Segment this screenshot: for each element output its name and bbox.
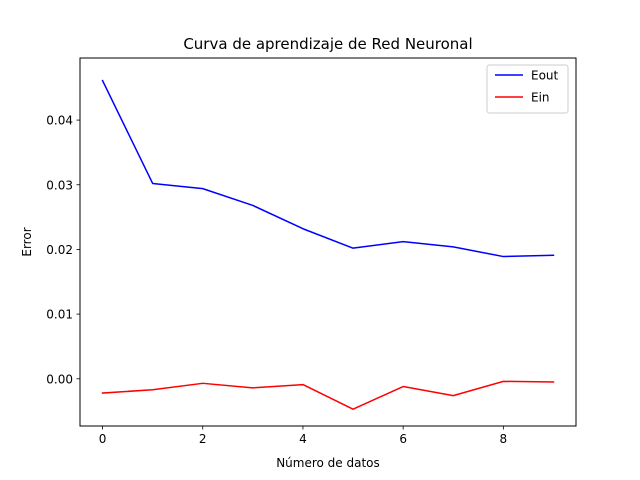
- x-tick-label: 8: [500, 432, 508, 446]
- x-tick-label: 6: [399, 432, 407, 446]
- x-tick-label: 4: [299, 432, 307, 446]
- y-tick-label: 0.02: [46, 243, 73, 257]
- x-tick-label: 2: [199, 432, 207, 446]
- y-axis: 0.00 0.01 0.02 0.03 0.04: [46, 114, 80, 386]
- y-tick-label: 0.01: [46, 308, 73, 322]
- series-line-ein: [101, 380, 555, 410]
- legend-label-ein: Ein: [531, 91, 550, 105]
- plot-lines: [101, 79, 555, 410]
- chart-title: Curva de aprendizaje de Red Neuronal: [183, 35, 472, 53]
- x-axis: 0 2 4 6 8: [99, 426, 507, 446]
- legend: Eout Ein: [486, 64, 569, 114]
- y-axis-label: Error: [20, 227, 34, 256]
- legend-box: [486, 64, 569, 114]
- x-axis-label: Número de datos: [276, 456, 380, 470]
- series-line-eout: [101, 79, 555, 258]
- y-tick-label: 0.00: [46, 372, 73, 386]
- plot-frame: [79, 57, 577, 427]
- x-tick-label: 0: [99, 432, 107, 446]
- legend-label-eout: Eout: [531, 69, 559, 83]
- y-tick-label: 0.04: [46, 114, 73, 128]
- y-tick-label: 0.03: [46, 178, 73, 192]
